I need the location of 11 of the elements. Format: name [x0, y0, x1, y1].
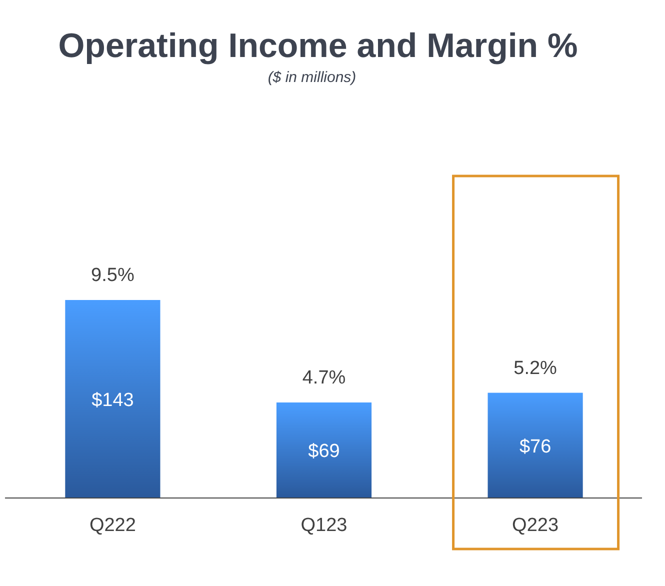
annotation: 9.5%	[91, 265, 134, 286]
data-label: $69	[308, 441, 340, 462]
annotation: 4.7%	[302, 367, 346, 388]
x-tick-label: Q222	[89, 515, 136, 536]
chart-subtitle: ($ in millions)	[268, 69, 356, 86]
annotation: 5.2%	[514, 358, 558, 379]
data-label: $76	[519, 436, 552, 458]
chart-title: Operating Income and Margin %	[58, 27, 578, 65]
x-tick-label: Q123	[300, 515, 348, 536]
x-tick-label: Q223	[512, 515, 559, 536]
data-label: $143	[92, 390, 134, 411]
